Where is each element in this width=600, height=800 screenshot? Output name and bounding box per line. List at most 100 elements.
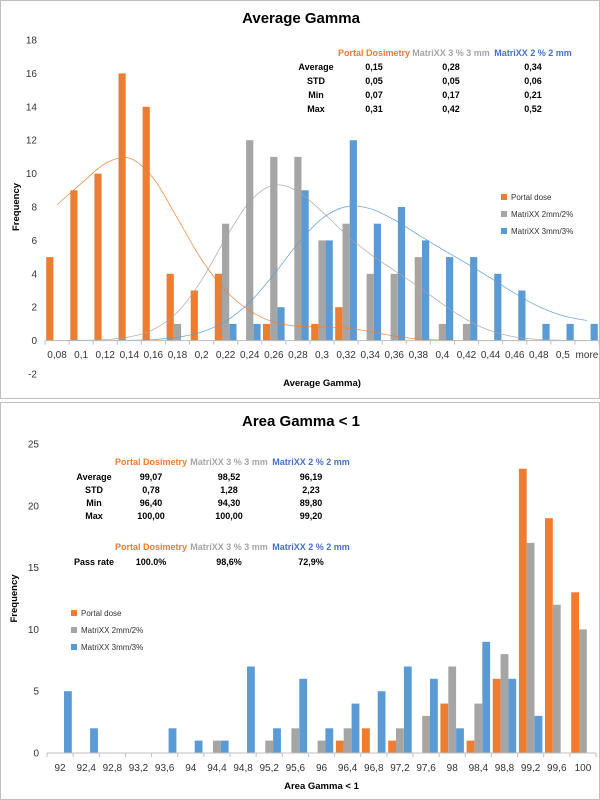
avg-gamma-bar-portal-dose-0-12: [94, 173, 102, 341]
avg-gamma-bar-matrixx-2mm-2-0-26: [270, 156, 278, 341]
avg-gamma-x-category-label: 0,2: [195, 350, 209, 361]
avg-gamma-x-category-label: 0,4: [435, 350, 449, 361]
area-gamma-y-axis-title: Frequency: [9, 574, 20, 623]
area-gamma-x-category-label: 93,6: [155, 763, 175, 774]
area-gamma-bar-matrixx-2mm-2-98-8: [500, 654, 509, 753]
avg-gamma-bars: [46, 73, 598, 341]
avg-gamma-stats-cell-max-0: Max: [307, 104, 325, 114]
area-gamma-bar-matrixx-3mm-3-97-6: [430, 678, 438, 753]
avg-gamma-stats-header-matrixx-3-3-mm: MatriXX 3 % 3 mm: [412, 48, 490, 58]
area-gamma-x-category-label: 95,6: [286, 763, 306, 774]
avg-gamma-bar-matrixx-3mm-3-0-44: [494, 273, 502, 341]
avg-gamma-ytick-label: 14: [26, 102, 38, 113]
area-gamma-x-category-label: 98,8: [495, 763, 515, 774]
area-gamma-pass-table: Portal Dosimetry MatriXX 3 % 3 mm MatriXX …: [74, 542, 350, 567]
area-gamma-bar-matrixx-2mm-2-96-4: [343, 728, 352, 753]
avg-gamma-ytick-label: 12: [26, 136, 38, 147]
avg-gamma-x-category-label: 0,28: [288, 350, 308, 361]
area-gamma-bar-matrixx-3mm-3-98-8: [508, 678, 517, 753]
area-gamma-bar-portal-dose-98: [440, 703, 449, 753]
avg-gamma-bar-matrixx-2mm-2-0-4: [438, 323, 446, 341]
avg-gamma-bar-portal-dose-0-2: [190, 290, 198, 341]
area-gamma-stats-cell-average-1: 99,07: [140, 472, 163, 482]
avg-gamma-legend-label-portal-dose: Portal dose: [511, 193, 552, 202]
avg-gamma-bar-matrixx-3mm-3-0-46: [518, 290, 526, 341]
area-gamma-bar-matrixx-3mm-3-92: [64, 691, 72, 753]
avg-gamma-stats-cell-min-0: Min: [308, 90, 324, 100]
area-gamma-bar-matrixx-2mm-2-96: [317, 740, 326, 753]
area-gamma-bar-matrixx-2mm-2-100: [579, 629, 587, 753]
avg-gamma-x-category-label: 0,3: [315, 350, 329, 361]
area-gamma-bar-portal-dose-96-4: [335, 740, 344, 753]
avg-gamma-stats-cell-average-1: 0,15: [365, 62, 383, 72]
avg-gamma-ytick-label: 18: [26, 36, 38, 47]
area-gamma-title: Area Gamma < 1: [242, 413, 360, 430]
area-gamma-bar-matrixx-3mm-3-97-2: [403, 666, 412, 753]
area-gamma-x-axis-title: Area Gamma < 1: [284, 781, 359, 792]
area-gamma-x-category-label: 98: [447, 763, 459, 774]
avg-gamma-ytick-label: 6: [31, 236, 37, 247]
area-gamma-stats-cell-std-3: 2,23: [302, 485, 320, 495]
avg-gamma-x-category-label: 0,24: [240, 350, 260, 361]
avg-gamma-stats-table: Portal Dosimetry MatriXX 3 % 3 mm MatriXX …: [298, 48, 571, 114]
area-gamma-x-category-label: 97,2: [390, 763, 410, 774]
area-gamma-legend-swatch-matrixx-3mm-3: [71, 644, 77, 650]
area-gamma-ytick-label: 5: [33, 687, 39, 698]
area-gamma-stats-cell-max-2: 100,00: [215, 511, 243, 521]
area-gamma-x-category-label: 93,2: [129, 763, 149, 774]
avg-gamma-bar-portal-dose-0-14: [118, 73, 126, 341]
avg-gamma-ytick-label: 10: [26, 169, 38, 180]
avg-gamma-bar-matrixx-3mm-3-0-48: [542, 323, 550, 341]
avg-gamma-bar-matrixx-2mm-2-0-32: [342, 223, 350, 341]
avg-gamma-bar-matrixx-2mm-2-0-34: [366, 273, 374, 341]
area-gamma-bar-matrixx-3mm-3-96: [325, 728, 334, 753]
area-gamma-bar-matrixx-2mm-2-95-6: [291, 728, 300, 753]
area-gamma-legend-label-matrixx-2mm-2: MatriXX 2mm/2%: [81, 626, 143, 635]
avg-gamma-legend-swatch-portal-dose: [501, 194, 507, 200]
avg-gamma-x-category-label: 0,36: [385, 350, 405, 361]
avg-gamma-bar-portal-dose-0-3: [311, 323, 319, 341]
area-gamma-chart-panel: Area Gamma < 1 0 5 10 15 20 25 Frequency 92 92,4 9…: [0, 402, 600, 800]
avg-gamma-legend-label-matrixx-2mm-2: MatriXX 2mm/2%: [511, 210, 573, 219]
avg-gamma-bar-portal-dose-0-18: [166, 273, 174, 341]
avg-gamma-ytick-label: 16: [26, 69, 38, 80]
area-gamma-x-category-label: 96: [316, 763, 328, 774]
area-gamma-bar-portal-dose-98-4: [466, 740, 475, 753]
avg-gamma-y-axis-title: Frequency: [11, 182, 22, 231]
avg-gamma-bar-matrixx-3mm-3-0-24: [253, 323, 261, 341]
area-gamma-stats-cell-max-3: 99,20: [300, 511, 323, 521]
avg-gamma-stats-cell-average-0: Average: [298, 62, 333, 72]
avg-gamma-bar-portal-dose-0-1: [70, 190, 78, 341]
area-gamma-legend-swatch-portal-dose: [71, 610, 77, 616]
area-gamma-bars: [64, 468, 587, 753]
avg-gamma-bar-portal-dose-0-26: [263, 323, 271, 341]
area-gamma-chart: Area Gamma < 1 0 5 10 15 20 25 Frequency 92 92,4 9…: [9, 413, 597, 792]
area-gamma-x-category-label: 97,6: [416, 763, 436, 774]
area-gamma-x-category-label: 96,4: [338, 763, 358, 774]
area-gamma-stats-cell-average-2: 98,52: [218, 472, 241, 482]
area-gamma-x-category-label: 96,8: [364, 763, 384, 774]
avg-gamma-bar-matrixx-2mm-2-0-3: [318, 240, 326, 341]
area-gamma-bar-matrixx-3mm-3-94-4: [220, 740, 229, 753]
area-gamma-x-category-label: 99,2: [521, 763, 541, 774]
avg-gamma-legend-swatch-matrixx-2mm-2: [501, 211, 507, 217]
area-gamma-x-category-label: 95,2: [259, 763, 279, 774]
area-gamma-x-category-label: 99,6: [547, 763, 567, 774]
average-gamma-chart-panel: Average Gamma -2 0 2 4 6 8 10 12 14 16 18 Frequency 0…: [0, 0, 600, 399]
area-gamma-stats-header-portal-dosimetry: Portal Dosimetry: [115, 457, 187, 467]
area-gamma-x-category-label: 92: [55, 763, 67, 774]
avg-gamma-bar-matrixx-3mm-3-0-3: [325, 240, 333, 341]
avg-gamma-x-category-label: 0,42: [457, 350, 477, 361]
avg-gamma-bar-matrixx-3mm-3-0-42: [470, 257, 478, 341]
area-gamma-bar-matrixx-2mm-2-97-6: [422, 715, 430, 753]
area-gamma-bar-portal-dose-99-2: [518, 468, 527, 753]
area-gamma-bar-matrixx-3mm-3-96-4: [351, 703, 360, 753]
avg-gamma-bar-matrixx-3mm-3-0-28: [301, 190, 309, 341]
area-gamma-pass-header-matrixx-2-2-mm: MatriXX 2 % 2 mm: [272, 542, 350, 552]
avg-gamma-x-category-label: 0,38: [409, 350, 429, 361]
avg-gamma-bar-matrixx-3mm-3-0-36: [397, 207, 406, 341]
area-gamma-bar-matrixx-3mm-3-95-6: [299, 678, 308, 753]
avg-gamma-x-category-label: 0,32: [336, 350, 356, 361]
avg-gamma-ytick-label: 4: [31, 269, 37, 280]
avg-gamma-bar-matrixx-3mm-3-0-4: [446, 257, 454, 341]
